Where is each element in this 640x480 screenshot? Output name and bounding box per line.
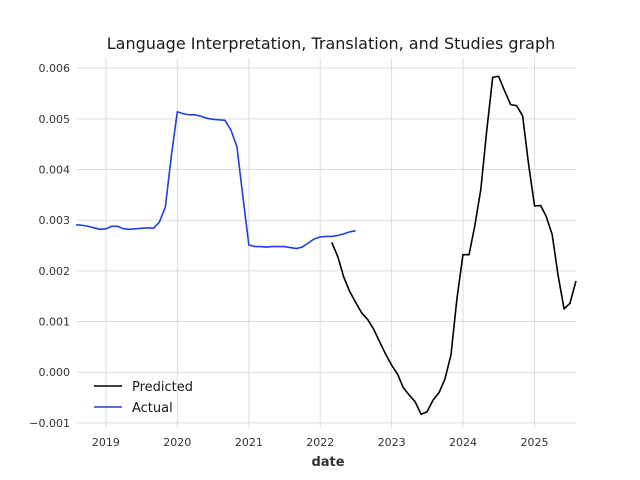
y-tick-label: −0.001 — [29, 417, 70, 430]
y-tick-label: 0.003 — [39, 214, 71, 227]
y-tick-label: 0.002 — [39, 265, 71, 278]
y-tick-label: 0.006 — [39, 62, 71, 75]
x-tick-label: 2019 — [92, 436, 120, 449]
chart-title: Language Interpretation, Translation, an… — [107, 34, 556, 53]
x-axis-ticks: 2019 2020 2021 2022 2023 2024 2025 — [92, 436, 549, 449]
y-tick-label: 0.001 — [39, 316, 71, 329]
series-line-actual — [75, 110, 356, 250]
x-tick-label: 2024 — [449, 436, 477, 449]
x-tick-label: 2022 — [306, 436, 334, 449]
legend: Predicted Actual — [94, 380, 193, 416]
x-axis-label: date — [311, 455, 344, 470]
legend-label-actual: Actual — [132, 401, 173, 416]
y-tick-label: 0.005 — [39, 113, 71, 126]
y-axis-ticks: −0.001 0.000 0.001 0.002 0.003 0.004 0.005 0.00… — [29, 62, 70, 430]
series-line-predicted — [331, 75, 577, 416]
grid-lines — [76, 58, 576, 428]
legend-label-predicted: Predicted — [132, 380, 193, 395]
x-tick-label: 2023 — [378, 436, 406, 449]
x-tick-label: 2021 — [235, 436, 263, 449]
x-tick-label: 2025 — [521, 436, 549, 449]
x-tick-label: 2020 — [163, 436, 191, 449]
y-tick-label: 0.000 — [39, 366, 71, 379]
y-tick-label: 0.004 — [39, 164, 71, 177]
series-lines — [75, 75, 577, 416]
